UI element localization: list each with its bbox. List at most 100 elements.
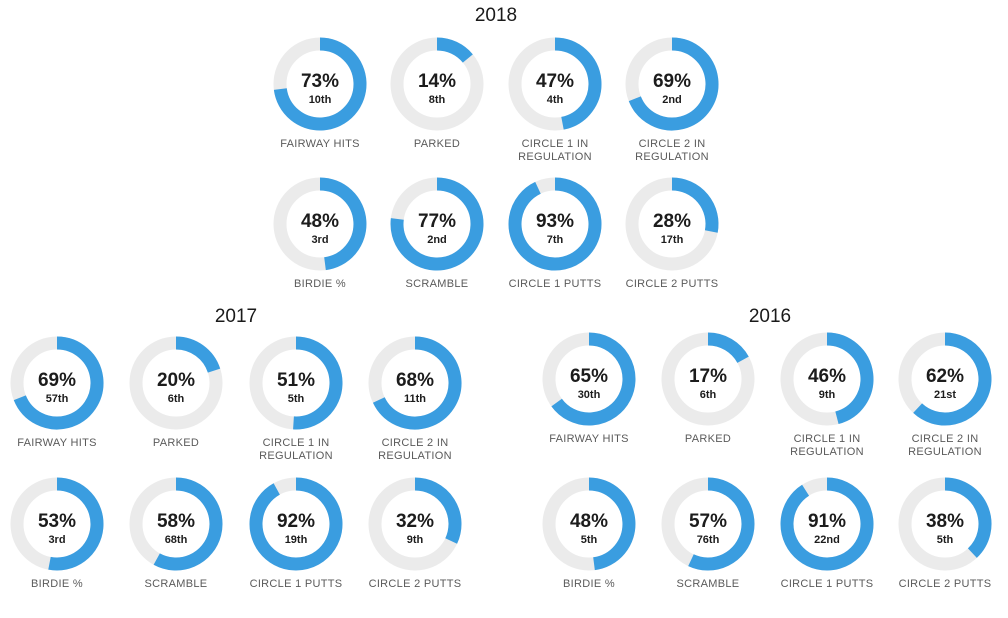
donut-arc [48, 477, 104, 571]
value-label: 68% [396, 370, 434, 391]
donut-arc [319, 177, 367, 271]
donut-chart: 58% 68th [129, 477, 223, 571]
value-label: 48% [570, 511, 608, 532]
stat-2016-parked: 17% 6th PARKED [649, 331, 767, 446]
stat-2017-parked: 20% 6th PARKED [117, 335, 235, 450]
donut-chart: 77%2nd [390, 177, 484, 271]
rank-label: 9th [819, 389, 836, 401]
donut-chart: 48%5th [542, 477, 636, 571]
stat-2018-circle-1-putts: 93% 7th CIRCLE 1 PUTTS [496, 176, 614, 291]
stat-2016-circle-1-in-regulation: 46% 9th CIRCLE 1 IN REGULATION [768, 331, 886, 459]
donut-chart: 65% 30th [542, 332, 636, 426]
donut-chart: 47%4th [508, 37, 602, 131]
value-label: 69% [653, 71, 691, 92]
donut-chart: 20%6th [129, 336, 223, 430]
stat-2017-circle-2-in-regulation: 68% 11th CIRCLE 2 IN REGULATION [356, 335, 474, 463]
year-title-2018: 2018 [474, 5, 518, 26]
value-label: 65% [570, 366, 608, 387]
donut-arc [175, 336, 221, 373]
value-label: 58% [157, 511, 195, 532]
stat-label: CIRCLE 1 IN REGULATION [518, 138, 592, 163]
donut-arc [826, 332, 874, 425]
stat-label: SCRAMBLE [144, 578, 208, 590]
value-label: 47% [536, 71, 574, 92]
donut-arc [436, 37, 473, 63]
rank-label: 5th [581, 534, 598, 546]
stat-label: SCRAMBLE [676, 578, 740, 590]
donut-arc [273, 37, 367, 131]
donut-chart: 91% 22nd [780, 477, 874, 571]
rank-label: 17th [661, 234, 684, 246]
rank-label: 21st [934, 389, 956, 401]
stat-label: FAIRWAY HITS [549, 433, 629, 445]
stat-2017-fairway-hits: 69% 57th FAIRWAY HITS [0, 335, 116, 450]
stat-2017-circle-2-putts: 32% 9th CIRCLE 2 PUTTS [356, 476, 474, 591]
stat-label: SCRAMBLE [405, 278, 469, 290]
donut-arc [372, 336, 462, 430]
value-label: 53% [38, 511, 76, 532]
donut-chart: 28% 17th [625, 177, 719, 271]
rank-label: 10th [309, 94, 332, 106]
stat-2018-circle-2-putts: 28% 17th CIRCLE 2 PUTTS [613, 176, 731, 291]
stat-2018-scramble: 77% 2nd SCRAMBLE [378, 176, 496, 291]
rank-label: 8th [429, 94, 446, 106]
donut-chart: 14%8th [390, 37, 484, 131]
value-label: 57% [689, 511, 727, 532]
stat-label: PARKED [152, 437, 200, 449]
value-label: 17% [689, 366, 727, 387]
donut-arc [780, 477, 874, 571]
rank-label: 3rd [311, 234, 328, 246]
stat-2017-birdie: 53% 3rd BIRDIE % [0, 476, 116, 591]
donut-arc [153, 477, 223, 571]
rank-label: 2nd [427, 234, 447, 246]
stat-2018-circle-2-in-regulation: 69% 2nd CIRCLE 2 IN REGULATION [613, 36, 731, 164]
value-label: 28% [653, 211, 691, 232]
donut-chart: 93%7th [508, 177, 602, 271]
donut-arc [249, 477, 343, 571]
stat-2017-circle-1-in-regulation: 51% 5th CIRCLE 1 IN REGULATION [237, 335, 355, 463]
rank-label: 57th [46, 393, 69, 405]
stat-label: CIRCLE 2 PUTTS [898, 578, 992, 590]
donut-arc [671, 177, 719, 233]
stat-2016-birdie: 48% 5th BIRDIE % [530, 476, 648, 591]
rank-label: 30th [578, 389, 601, 401]
stat-label: FAIRWAY HITS [17, 437, 97, 449]
stat-label: CIRCLE 1 IN REGULATION [259, 437, 333, 462]
donut-chart: 48%3rd [273, 177, 367, 271]
donut-chart: 62% 21st [898, 332, 992, 426]
donut-chart: 38%5th [898, 477, 992, 571]
value-label: 91% [808, 511, 846, 532]
rank-label: 2nd [662, 94, 682, 106]
donut-chart: 69% 57th [10, 336, 104, 430]
rank-label: 76th [697, 534, 720, 546]
value-label: 32% [396, 511, 434, 532]
value-label: 73% [301, 71, 339, 92]
donut-chart: 57% 76th [661, 477, 755, 571]
donut-arc [414, 477, 462, 544]
donut-chart: 17%6th [661, 332, 755, 426]
stat-2017-scramble: 58% 68th SCRAMBLE [117, 476, 235, 591]
stat-label: BIRDIE % [563, 578, 615, 590]
donut-arc [554, 37, 602, 130]
stat-2017-circle-1-putts: 92% 19th CIRCLE 1 PUTTS [237, 476, 355, 591]
stat-label: CIRCLE 2 IN REGULATION [635, 138, 709, 163]
value-label: 77% [418, 211, 456, 232]
stat-label: CIRCLE 2 PUTTS [625, 278, 719, 290]
donut-chart: 53%3rd [10, 477, 104, 571]
value-label: 14% [418, 71, 456, 92]
stat-label: CIRCLE 1 IN REGULATION [790, 433, 864, 458]
donut-chart: 92% 19th [249, 477, 343, 571]
stat-label: CIRCLE 2 PUTTS [368, 578, 462, 590]
donut-arc [508, 177, 602, 271]
stat-label: BIRDIE % [294, 278, 346, 290]
rank-label: 5th [937, 534, 954, 546]
year-title-2017: 2017 [214, 306, 258, 327]
stat-label: FAIRWAY HITS [280, 138, 360, 150]
stat-label: CIRCLE 1 PUTTS [508, 278, 602, 290]
value-label: 48% [301, 211, 339, 232]
donut-arc [688, 477, 755, 571]
stat-2016-circle-2-in-regulation: 62% 21st CIRCLE 2 IN REGULATION [886, 331, 1004, 459]
stat-2016-fairway-hits: 65% 30th FAIRWAY HITS [530, 331, 648, 446]
stat-2016-circle-2-putts: 38% 5th CIRCLE 2 PUTTS [886, 476, 1004, 591]
rank-label: 5th [288, 393, 305, 405]
